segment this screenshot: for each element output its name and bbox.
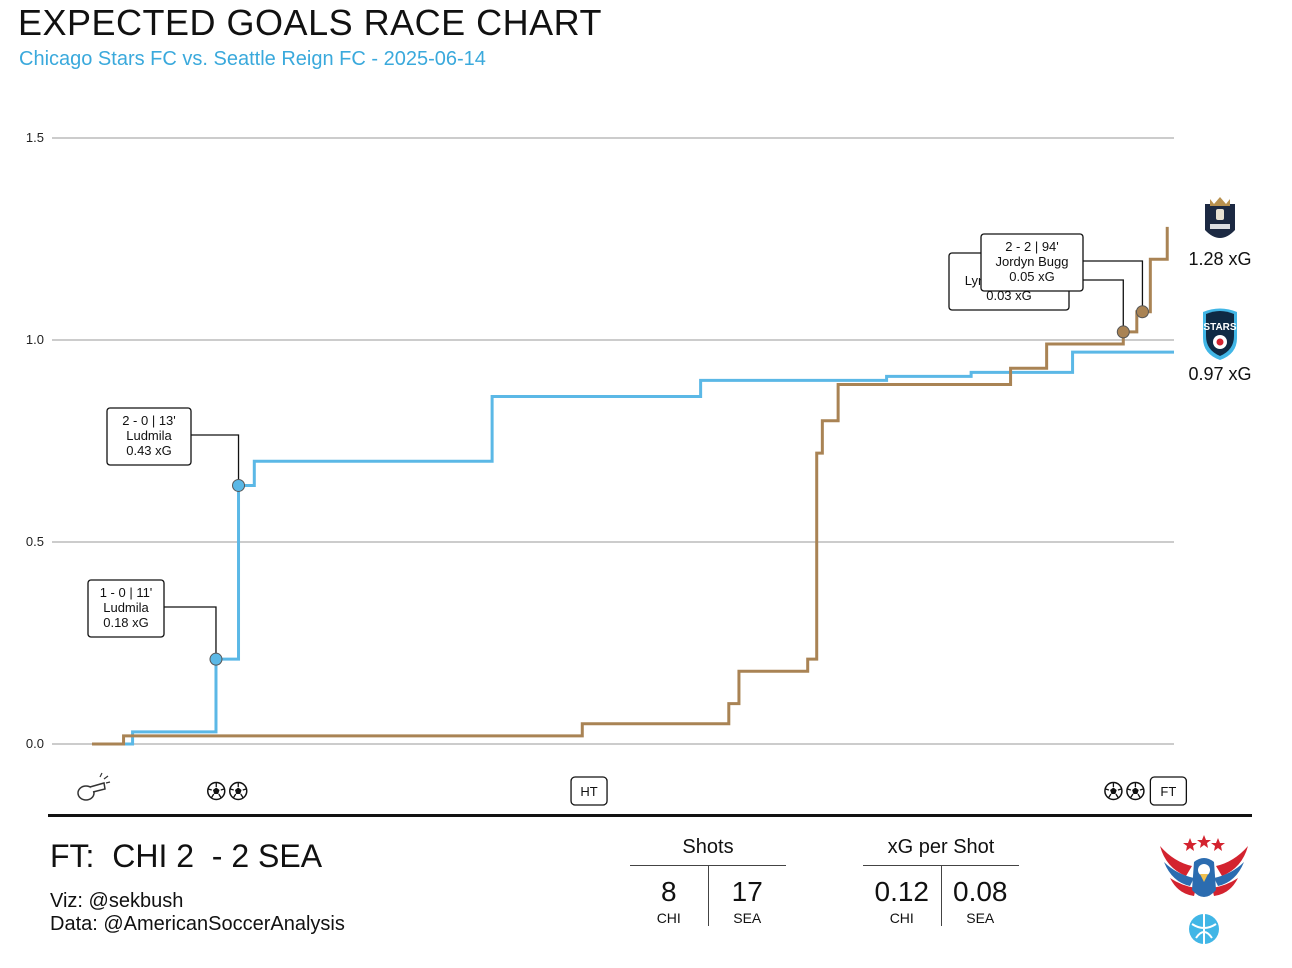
seattle-reign-crest-icon — [1205, 197, 1235, 238]
sea-xg-per-shot-label: SEA — [966, 910, 995, 926]
annotation-text: Ludmila — [103, 600, 149, 615]
sea-end-xg-label: 1.28 xG — [1188, 249, 1251, 269]
chi-xg-per-shot-label: CHI — [889, 910, 914, 926]
xg-per-shot-table: xG per Shot 0.12 CHI 0.08 SEA — [863, 836, 1019, 926]
soccer-ball-icon — [1126, 781, 1145, 801]
footer-divider — [48, 814, 1252, 817]
viz-credit: Viz: @sekbush — [50, 890, 184, 912]
timeline-marker-label: HT — [580, 784, 597, 799]
data-credit: Data: @AmericanSoccerAnalysis — [50, 913, 345, 935]
timeline-marker-label: FT — [1160, 784, 1176, 799]
goal-point — [232, 478, 246, 492]
xg-per-shot-heading: xG per Shot — [863, 836, 1019, 866]
chi-shots-label: CHI — [656, 910, 681, 926]
sea-goals-ball-icons — [1104, 781, 1145, 801]
annotation-leader-line — [164, 606, 217, 660]
chi-goals-ball-icons — [207, 781, 248, 801]
shots-table: Shots 8 CHI 17 SEA — [630, 836, 786, 926]
goal-point — [1116, 325, 1130, 339]
y-tick-label: 0.5 — [26, 534, 44, 549]
sea-xg-per-shot-value: 0.08 — [953, 876, 1008, 907]
annotation-leader-line — [1083, 260, 1144, 312]
grid-lines: 0.0 0.5 1.0 1.5 — [26, 130, 1174, 751]
chicago-stars-crest-icon: STARS — [1203, 308, 1237, 360]
shots-heading: Shots — [630, 836, 786, 866]
sea-shots-label: SEA — [733, 910, 762, 926]
annotation-box — [106, 407, 192, 466]
annotation-text: 2 - 0 | 13' — [122, 413, 176, 428]
chi-xg-line — [92, 350, 1174, 746]
annotation-text: 0.18 xG — [103, 615, 149, 630]
goal-point — [209, 652, 223, 666]
soccer-ball-icon — [207, 781, 226, 801]
asa-eagle-logo-icon — [1160, 835, 1248, 944]
match-timeline: HT FT — [77, 772, 1188, 806]
chi-shots-value: 8 — [660, 876, 677, 907]
chi-end-xg-label: 0.97 xG — [1188, 364, 1251, 384]
annotation-text: 2 - 2 | 94' — [1005, 239, 1059, 254]
chart-subtitle: Chicago Stars FC vs. Seattle Reign FC - … — [19, 48, 486, 70]
annotation-box — [980, 233, 1084, 292]
final-score: FT: CHI 2 - 2 SEA — [50, 838, 323, 874]
sea-shots-value: 17 — [731, 876, 763, 907]
annotation-text: 0.03 xG — [986, 288, 1032, 303]
kickoff-whistle-icon — [77, 772, 111, 801]
full-time-marker: FT — [1149, 776, 1188, 806]
chi-xg-per-shot-value: 0.12 — [874, 876, 930, 907]
end-labels: STARS 0.97 xG 1.28 xG — [1188, 197, 1252, 384]
sea-xg-line — [92, 226, 1169, 746]
half-time-marker: HT — [570, 776, 608, 806]
annotation-text: Jordyn Bugg — [996, 254, 1069, 269]
chart-title: EXPECTED GOALS RACE CHART — [18, 2, 602, 43]
annotation-box — [87, 579, 165, 638]
soccer-ball-icon — [1104, 781, 1123, 801]
goal-point — [1135, 305, 1149, 319]
annotation-text: 0.43 xG — [126, 443, 172, 458]
annotation-text: 0.05 xG — [1009, 269, 1055, 284]
annotation-text: 1 - 0 | 11' — [100, 585, 153, 600]
svg-text:STARS: STARS — [1203, 322, 1236, 333]
soccer-ball-icon — [229, 781, 248, 801]
y-tick-label: 1.0 — [26, 332, 44, 347]
y-tick-label: 0.0 — [26, 736, 44, 751]
series-lines — [92, 226, 1174, 746]
annotation-leader-line — [1069, 279, 1124, 332]
y-tick-label: 1.5 — [26, 130, 44, 145]
annotation-text: Ludmila — [126, 428, 172, 443]
annotation-leader-line — [191, 434, 240, 486]
